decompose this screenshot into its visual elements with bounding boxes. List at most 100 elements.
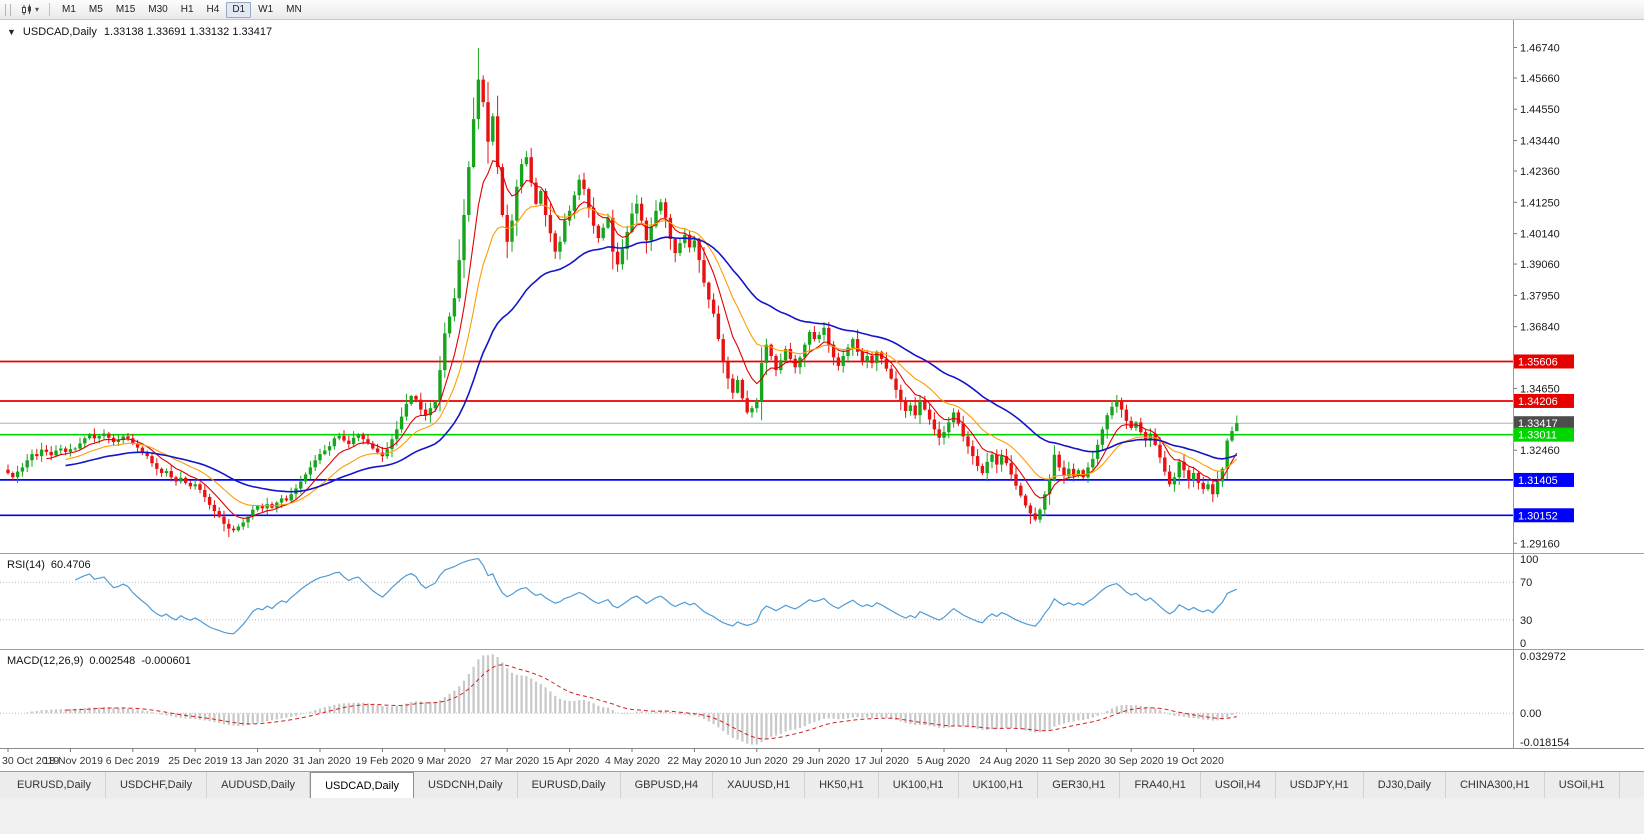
timeframe-button-M15[interactable]: M15 bbox=[110, 2, 141, 18]
svg-text:1.35606: 1.35606 bbox=[1518, 356, 1558, 368]
svg-text:1.42360: 1.42360 bbox=[1520, 166, 1560, 178]
chart-tab-USOil-H4[interactable]: USOil,H4 bbox=[1201, 772, 1276, 798]
svg-text:24 Aug 2020: 24 Aug 2020 bbox=[979, 755, 1038, 767]
candles-layer bbox=[6, 48, 1239, 538]
timeframe-buttons-group: M1 M5 M15 M30 H1 H4 D1 W1 MN bbox=[56, 1, 308, 18]
rsi-pane: 100 70 30 0 bbox=[0, 554, 1538, 650]
svg-text:1.44550: 1.44550 bbox=[1520, 104, 1560, 116]
chart-tab-GER30-H1[interactable]: GER30,H1 bbox=[1038, 772, 1121, 798]
macd-main-value: 0.002548 bbox=[89, 655, 136, 667]
pane-separators bbox=[0, 19, 1644, 749]
svg-text:31 Jan 2020: 31 Jan 2020 bbox=[293, 755, 351, 767]
timeframe-button-M5[interactable]: M5 bbox=[83, 2, 109, 18]
svg-text:10 Jun 2020: 10 Jun 2020 bbox=[730, 755, 788, 767]
svg-text:1.43440: 1.43440 bbox=[1520, 136, 1560, 148]
timeframe-button-W1[interactable]: W1 bbox=[252, 2, 279, 18]
window-bottom-strip bbox=[0, 797, 1644, 834]
svg-text:0.032972: 0.032972 bbox=[1520, 651, 1566, 663]
svg-text:18 Nov 2019: 18 Nov 2019 bbox=[43, 755, 103, 767]
rsi-indicator-label: RSI(14) 60.4706 bbox=[7, 559, 91, 571]
svg-text:15 Apr 2020: 15 Apr 2020 bbox=[543, 755, 600, 767]
chart-tab-USOil-H1[interactable]: USOil,H1 bbox=[1545, 772, 1620, 798]
macd-name: MACD(12,26,9) bbox=[7, 655, 84, 667]
chart-title: ▼ USDCAD,Daily 1.33138 1.33691 1.33132 1… bbox=[7, 26, 272, 38]
svg-text:25 Dec 2019: 25 Dec 2019 bbox=[168, 755, 228, 767]
timeframe-button-H4[interactable]: H4 bbox=[201, 2, 226, 18]
chart-tab-UK100-H1[interactable]: UK100,H1 bbox=[959, 772, 1039, 798]
ohlc-values: 1.33138 1.33691 1.33132 1.33417 bbox=[103, 26, 273, 38]
svg-text:1.41250: 1.41250 bbox=[1520, 197, 1560, 209]
macd-pane: 0.032972 0.00 -0.018154 bbox=[0, 651, 1570, 749]
svg-text:1.29160: 1.29160 bbox=[1520, 538, 1560, 550]
svg-text:70: 70 bbox=[1520, 577, 1532, 589]
svg-text:5 Aug 2020: 5 Aug 2020 bbox=[917, 755, 970, 767]
svg-text:29 Jun 2020: 29 Jun 2020 bbox=[792, 755, 850, 767]
svg-text:0: 0 bbox=[1520, 638, 1526, 650]
svg-text:1.32460: 1.32460 bbox=[1520, 445, 1560, 457]
toolbar-separator bbox=[49, 3, 51, 16]
svg-text:19 Feb 2020: 19 Feb 2020 bbox=[355, 755, 414, 767]
timeframe-button-MN[interactable]: MN bbox=[280, 2, 308, 18]
chart-type-button[interactable]: ▾ bbox=[17, 2, 43, 18]
one-click-collapse-icon[interactable]: ▼ bbox=[7, 27, 16, 37]
symbol-timeframe-label: USDCAD,Daily bbox=[22, 26, 97, 38]
chart-tab-AUDUSD-Daily[interactable]: AUDUSD,Daily bbox=[207, 772, 311, 798]
toolbar-drag-handle[interactable] bbox=[5, 3, 11, 16]
timeframe-button-M30[interactable]: M30 bbox=[142, 2, 173, 18]
chart-tab-EURUSD-Daily[interactable]: EURUSD,Daily bbox=[518, 772, 621, 798]
chevron-down-icon: ▾ bbox=[35, 4, 40, 14]
svg-text:30 Oct 2019: 30 Oct 2019 bbox=[2, 755, 59, 767]
chart-tab-XAUUSD-H1[interactable]: XAUUSD,H1 bbox=[713, 772, 806, 798]
svg-text:1.31405: 1.31405 bbox=[1518, 475, 1558, 487]
chart-tab-HK50-H1[interactable]: HK50,H1 bbox=[805, 772, 879, 798]
svg-text:1.39060: 1.39060 bbox=[1520, 259, 1560, 271]
price-axis: 1.46740 1.45660 1.44550 1.43440 1.42360 1.412… bbox=[1514, 42, 1574, 550]
chart-tab-USDCHF-Daily[interactable]: USDCHF,Daily bbox=[106, 772, 208, 798]
timeframe-button-H1[interactable]: H1 bbox=[175, 2, 200, 18]
timeframe-toolbar: ▾ M1 M5 M15 M30 H1 H4 D1 W1 MN bbox=[0, 0, 1644, 20]
chart-tab-CHINA300-H1[interactable]: CHINA300,H1 bbox=[1446, 772, 1545, 798]
chart-tab-UK100-H1[interactable]: UK100,H1 bbox=[879, 772, 959, 798]
candlestick-chart-icon bbox=[22, 4, 31, 15]
chart-background bbox=[0, 19, 1644, 771]
svg-text:30 Sep 2020: 30 Sep 2020 bbox=[1104, 755, 1164, 767]
svg-text:1.33417: 1.33417 bbox=[1518, 418, 1558, 430]
svg-text:0.00: 0.00 bbox=[1520, 708, 1541, 720]
svg-text:27 Mar 2020: 27 Mar 2020 bbox=[480, 755, 539, 767]
svg-text:13 Jan 2020: 13 Jan 2020 bbox=[231, 755, 289, 767]
svg-text:1.30152: 1.30152 bbox=[1518, 510, 1558, 522]
svg-text:11 Sep 2020: 11 Sep 2020 bbox=[1042, 755, 1101, 767]
chart-tab-EURUSD-Daily[interactable]: EURUSD,Daily bbox=[3, 772, 106, 798]
svg-text:-0.018154: -0.018154 bbox=[1520, 737, 1570, 749]
svg-text:17 Jul 2020: 17 Jul 2020 bbox=[855, 755, 909, 767]
timeframe-button-D1[interactable]: D1 bbox=[226, 1, 252, 18]
chart-tab-GBPUSD-H4[interactable]: GBPUSD,H4 bbox=[621, 772, 714, 798]
svg-text:1.46740: 1.46740 bbox=[1520, 42, 1560, 54]
svg-text:22 May 2020: 22 May 2020 bbox=[667, 755, 728, 767]
svg-text:30: 30 bbox=[1520, 615, 1532, 627]
chart-tab-FRA40-H1[interactable]: FRA40,H1 bbox=[1120, 772, 1201, 798]
macd-indicator-label: MACD(12,26,9) 0.002548 -0.000601 bbox=[7, 655, 191, 667]
svg-text:1.37950: 1.37950 bbox=[1520, 290, 1560, 302]
svg-text:1.40140: 1.40140 bbox=[1520, 229, 1560, 241]
svg-text:9 Mar 2020: 9 Mar 2020 bbox=[418, 755, 471, 767]
svg-text:100: 100 bbox=[1520, 554, 1538, 566]
svg-text:1.36840: 1.36840 bbox=[1520, 322, 1560, 334]
rsi-value: 60.4706 bbox=[50, 559, 91, 571]
rsi-name: RSI(14) bbox=[7, 559, 45, 571]
svg-text:1.34206: 1.34206 bbox=[1518, 396, 1558, 408]
chart-tab-USDJPY-H1[interactable]: USDJPY,H1 bbox=[1276, 772, 1364, 798]
svg-text:6 Dec 2019: 6 Dec 2019 bbox=[106, 755, 160, 767]
svg-text:1.45660: 1.45660 bbox=[1520, 73, 1560, 85]
svg-text:4 May 2020: 4 May 2020 bbox=[605, 755, 660, 767]
moving-averages-layer bbox=[46, 160, 1238, 519]
timeframe-button-M1[interactable]: M1 bbox=[56, 2, 82, 18]
chart-tab-USDCNH-Daily[interactable]: USDCNH,Daily bbox=[414, 772, 518, 798]
svg-text:1.33011: 1.33011 bbox=[1518, 430, 1557, 442]
chart-tab-USDCAD-Daily[interactable]: USDCAD,Daily bbox=[310, 772, 415, 798]
chart-tab-DJ30-Daily[interactable]: DJ30,Daily bbox=[1364, 772, 1446, 798]
chart-tabs-bar: EURUSD,Daily USDCHF,Daily AUDUSD,Daily USDC… bbox=[0, 771, 1644, 798]
svg-text:1.34650: 1.34650 bbox=[1520, 383, 1560, 395]
